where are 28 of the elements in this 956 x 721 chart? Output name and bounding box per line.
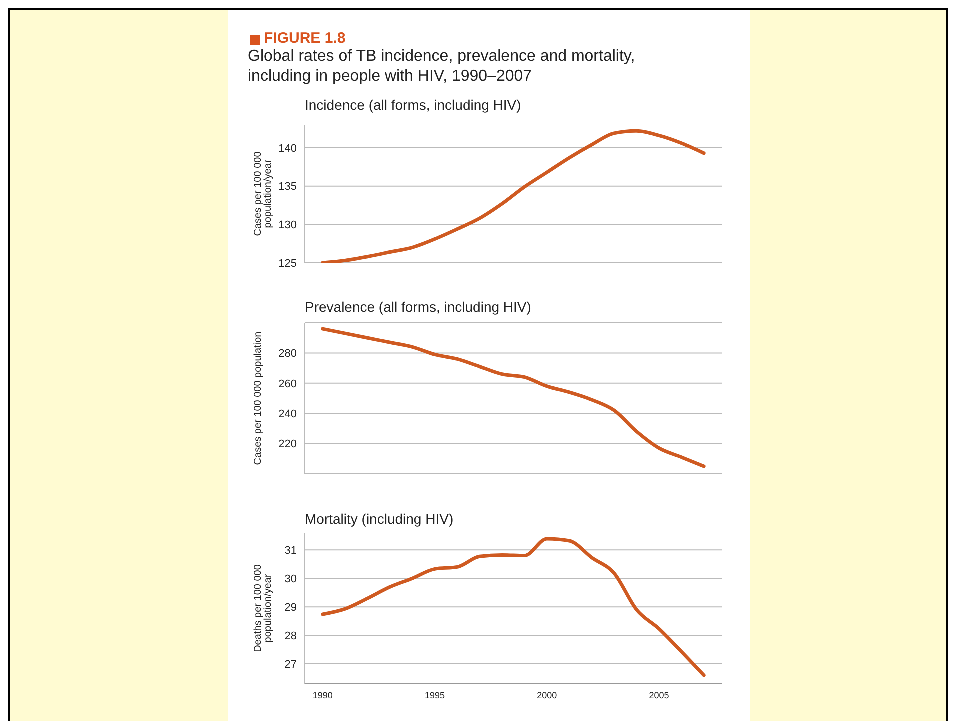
y-tick-label: 30: [284, 573, 297, 586]
y-tick-label: 260: [278, 378, 297, 390]
x-tick-label: 2005: [649, 690, 670, 700]
x-tick-label: 1995: [425, 690, 446, 700]
y-tick-label: 140: [278, 142, 297, 155]
line-series: [321, 327, 706, 468]
y-tick-label: 28: [284, 630, 297, 642]
chart-title: Incidence (all forms, including HIV): [305, 96, 522, 115]
y-tick-label: 280: [278, 348, 297, 360]
x-tick-label: 1990: [312, 690, 333, 700]
text: Global rates of TB incidence, prevalence and mortality, including in people with HIV, 1990–2007: [248, 47, 636, 87]
y-axis-title: Cases per 100 000 population/year: [253, 151, 274, 236]
y-tick-label: 130: [278, 220, 297, 232]
y-tick-label: 29: [284, 602, 297, 614]
y-axis-title: Deaths per 100 000 population/year: [253, 564, 274, 652]
caption: FIGURE 1.8: [264, 30, 346, 47]
line-series: [321, 537, 706, 678]
y-tick-label: 27: [284, 658, 297, 671]
y-axis-title: Cases per 100 000 population: [253, 332, 264, 466]
x-tick-label: 2000: [537, 690, 558, 700]
y-tick-label: 31: [284, 545, 297, 557]
chart-title: Prevalence (all forms, including HIV): [305, 298, 532, 317]
line-series: [321, 129, 706, 263]
y-tick-label: 240: [278, 408, 297, 421]
chart-title: Mortality (including HIV): [305, 510, 455, 529]
y-tick-label: 220: [278, 438, 297, 451]
y-tick-label: 135: [278, 181, 297, 194]
y-tick-label: 125: [278, 258, 297, 270]
